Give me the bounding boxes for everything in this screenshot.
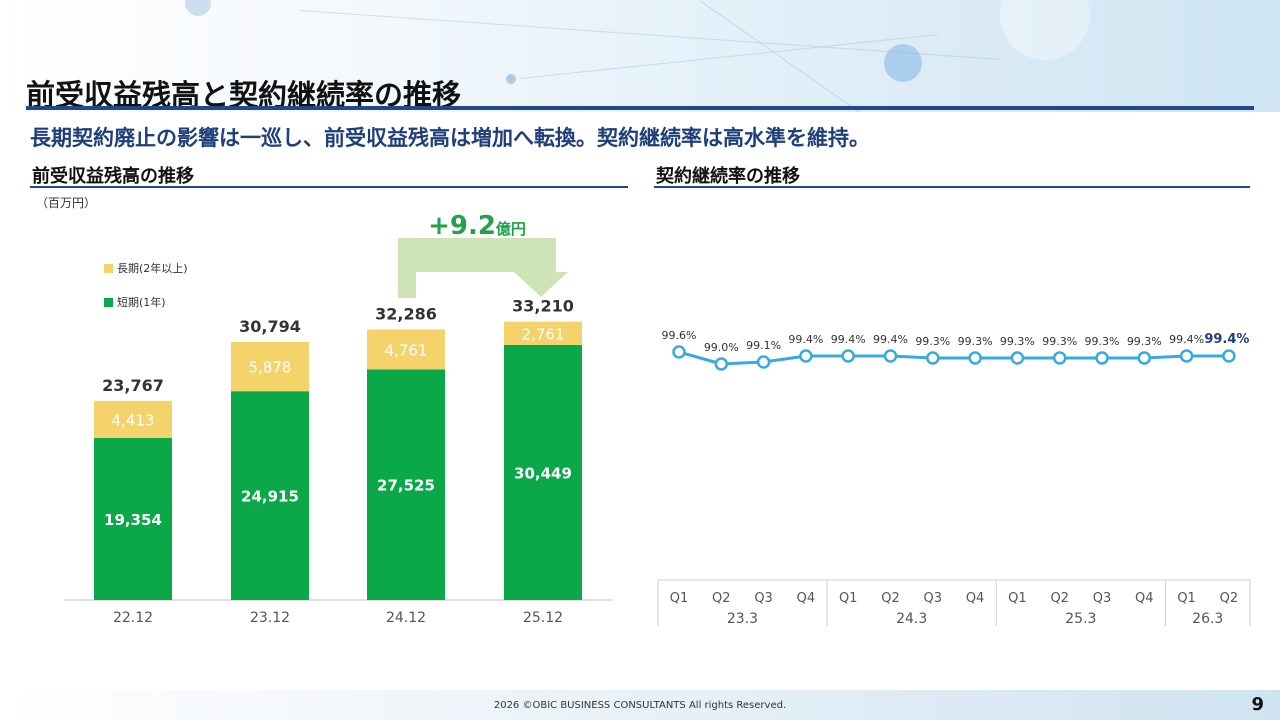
retention-label-5: 99.4%	[831, 333, 866, 346]
bar-total-label-25.12: 33,210	[512, 297, 574, 316]
x-tick-label-25.12: 25.12	[523, 610, 563, 626]
bar-short-label-25.12: 30,449	[514, 464, 572, 482]
retention-point-6	[883, 349, 898, 363]
unit-label: （百万円）	[36, 196, 97, 210]
bar-total-label-23.12: 30,794	[239, 317, 301, 336]
bar-long-label-22.12: 4,413	[112, 411, 155, 429]
bar-long-label-24.12: 4,761	[385, 341, 428, 359]
x-quarter-label-8: Q4	[966, 591, 985, 606]
retention-point-5	[841, 349, 855, 363]
x-tick-label-22.12: 22.12	[113, 610, 153, 626]
bar-total-label-22.12: 23,767	[102, 376, 164, 395]
increase-arrow	[398, 238, 568, 298]
header-background	[0, 0, 1280, 112]
x-quarter-label-2: Q2	[712, 591, 731, 606]
x-quarter-label-6: Q2	[881, 591, 900, 606]
bar-short-23.12	[231, 391, 309, 600]
x-tick-label-24.12: 24.12	[386, 610, 426, 626]
bar-short-label-22.12: 19,354	[104, 511, 162, 529]
retention-label-8: 99.3%	[958, 335, 993, 348]
copyright: 2026 ©OBIC BUSINESS CONSULTANTS All righ…	[493, 700, 787, 711]
legend-short: 短期(1年)	[104, 294, 166, 310]
x-quarter-label-14: Q2	[1220, 591, 1239, 606]
bar-long-24.12	[367, 329, 445, 370]
retention-label-10: 99.3%	[1042, 335, 1077, 348]
retention-label-7: 99.3%	[915, 335, 950, 348]
retention-label-14: 99.4%	[1204, 332, 1249, 347]
retention-point-1	[672, 345, 686, 359]
retention-line	[678, 350, 1229, 366]
retention-point-3	[756, 355, 771, 369]
retention-label-1: 99.6%	[662, 329, 697, 342]
right-section-title: 契約継続率の推移	[656, 166, 800, 187]
legend-long-swatch	[104, 263, 113, 273]
x-group-label-25.3: 25.3	[1065, 611, 1096, 627]
increase-label: +9.2億円	[428, 211, 526, 241]
x-quarter-label-9: Q1	[1008, 591, 1027, 606]
retention-point-9	[1010, 351, 1025, 365]
x-group-label-23.3: 23.3	[727, 611, 758, 627]
x-quarter-label-10: Q2	[1050, 591, 1069, 606]
retention-label-2: 99.0%	[704, 341, 739, 354]
bar-total-label-24.12: 32,286	[375, 304, 437, 323]
bar-short-label-23.12: 24,915	[241, 488, 299, 506]
retention-point-4	[799, 349, 813, 363]
legend-long: 長期(2年以上)	[104, 260, 188, 276]
x-quarter-label-4: Q4	[797, 591, 816, 606]
bar-short-25.12	[504, 344, 582, 600]
bar-long-label-23.12: 5,878	[249, 359, 292, 377]
bar-long-22.12	[94, 400, 172, 438]
retention-label-6: 99.4%	[873, 333, 908, 346]
retention-label-12: 99.3%	[1127, 335, 1162, 348]
left-section-underline	[30, 186, 628, 188]
bar-long-25.12	[504, 321, 582, 345]
retention-label-13: 99.4%	[1169, 333, 1204, 346]
legend-long-label: 長期(2年以上)	[117, 262, 188, 275]
left-section-title: 前受収益残高の推移	[32, 166, 194, 187]
retention-label-4: 99.4%	[788, 333, 823, 346]
x-quarter-label-11: Q3	[1093, 591, 1112, 606]
x-quarter-label-12: Q4	[1135, 591, 1154, 606]
title-underline	[26, 106, 1254, 110]
retention-point-12	[1137, 351, 1152, 365]
retention-label-3: 99.1%	[746, 339, 781, 352]
legend-short-swatch	[104, 297, 113, 307]
x-quarter-label-3: Q3	[754, 591, 773, 606]
x-group-label-26.3: 26.3	[1192, 611, 1223, 627]
bar-long-label-25.12: 2,761	[522, 325, 565, 343]
x-tick-label-23.12: 23.12	[250, 610, 290, 626]
bar-short-24.12	[367, 369, 445, 600]
retention-point-14	[1222, 349, 1236, 363]
right-section-underline	[654, 186, 1250, 188]
retention-point-11	[1095, 351, 1109, 365]
x-quarter-label-1: Q1	[670, 591, 689, 606]
bar-short-22.12	[94, 437, 172, 600]
retention-point-7	[926, 351, 940, 365]
legend-short-label: 短期(1年)	[117, 296, 166, 309]
retention-point-2	[714, 357, 729, 371]
bar-long-23.12	[231, 341, 309, 392]
retention-point-13	[1179, 349, 1194, 363]
x-group-label-24.3: 24.3	[896, 611, 927, 627]
x-quarter-label-7: Q3	[924, 591, 943, 606]
retention-point-8	[968, 351, 982, 365]
retention-point-10	[1052, 351, 1067, 365]
x-quarter-label-13: Q1	[1177, 591, 1196, 606]
retention-label-11: 99.3%	[1085, 335, 1120, 348]
x-quarter-label-5: Q1	[839, 591, 858, 606]
page-number: 9	[1251, 694, 1264, 715]
page-subtitle: 長期契約廃止の影響は一巡し、前受収益残高は増加へ転換。契約継続率は高水準を維持。	[30, 126, 870, 150]
bar-short-label-24.12: 27,525	[377, 477, 435, 495]
retention-label-9: 99.3%	[1000, 335, 1035, 348]
footer-bar	[0, 690, 1280, 720]
